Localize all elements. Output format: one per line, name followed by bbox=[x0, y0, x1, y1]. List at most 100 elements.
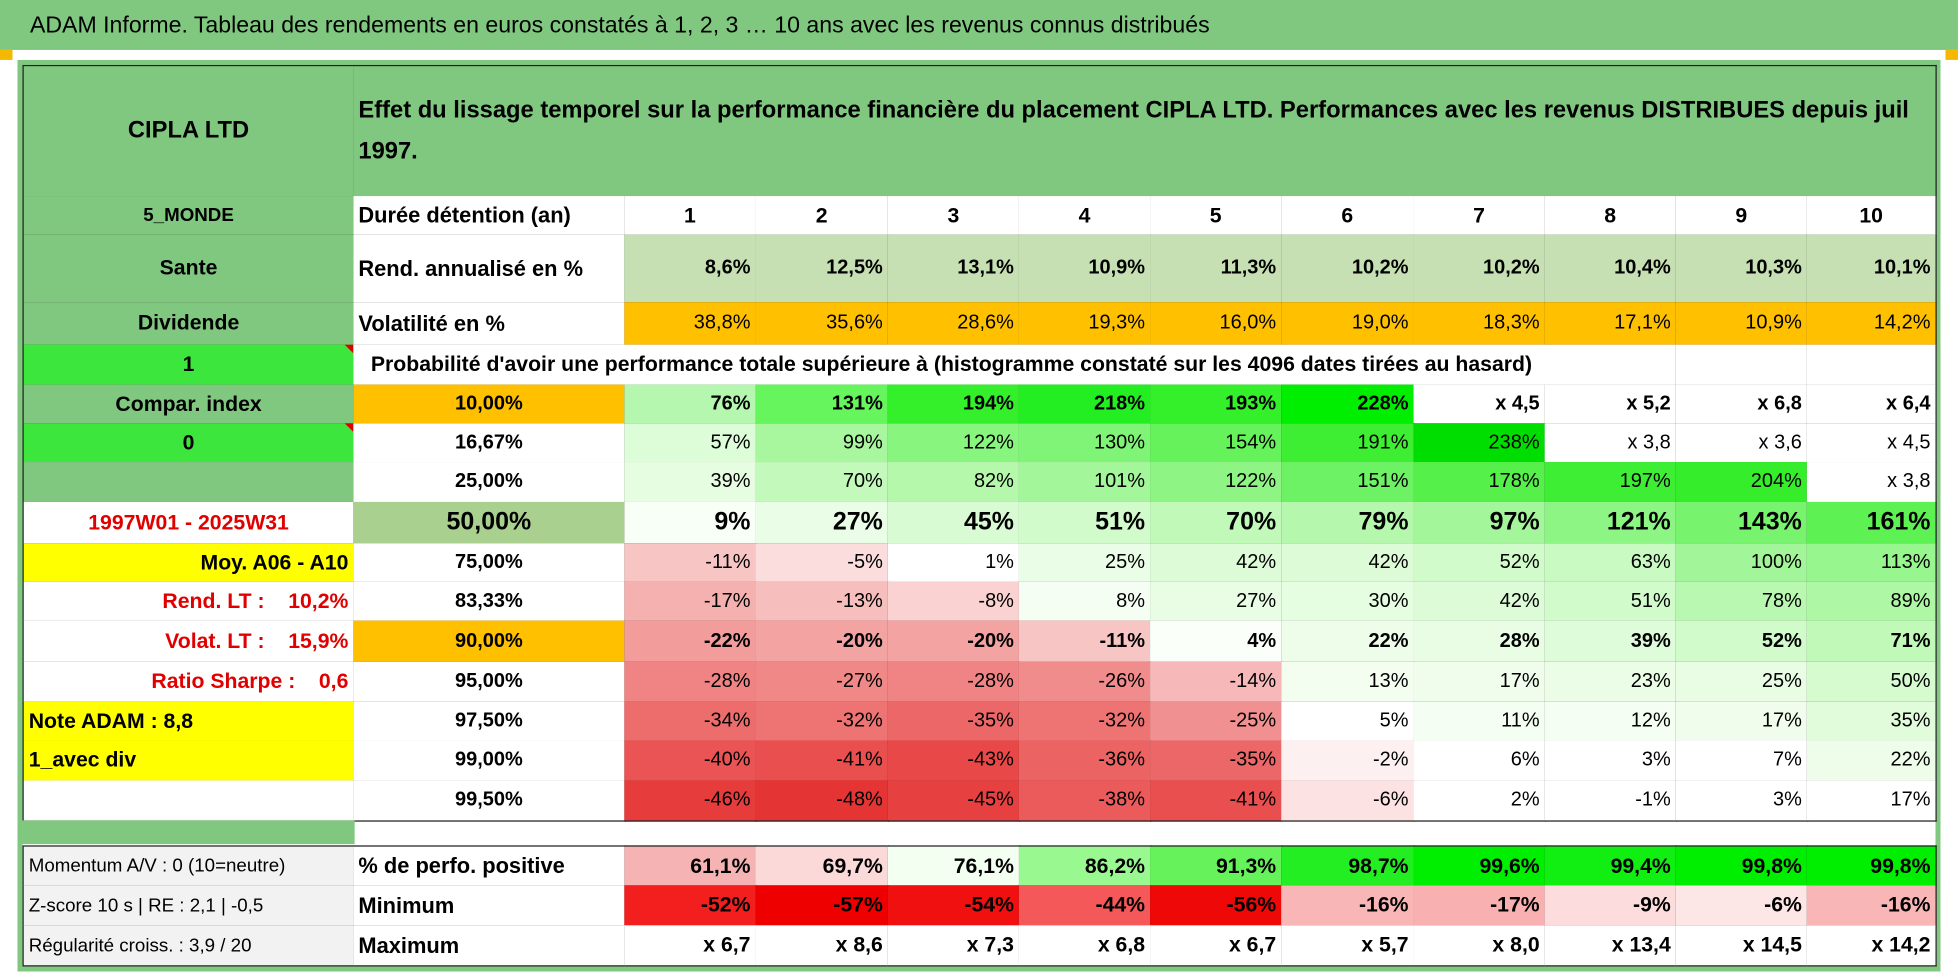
value-cell: -52% bbox=[624, 885, 757, 927]
row-side-label: 1 bbox=[22, 344, 355, 386]
value-cell: 28,6% bbox=[887, 302, 1021, 346]
value-cell: 52% bbox=[1413, 543, 1546, 584]
value-cell: -22% bbox=[624, 620, 757, 664]
row-side-label: 5_MONDE bbox=[22, 196, 355, 237]
value-cell: -38% bbox=[1018, 780, 1152, 822]
value-cell: 22% bbox=[1281, 620, 1415, 664]
value-cell: x 3,8 bbox=[1544, 423, 1678, 464]
report-title: ADAM Informe. Tableau des rendements en … bbox=[0, 0, 1958, 50]
value-cell: 12,5% bbox=[755, 234, 890, 304]
value-cell: -32% bbox=[1018, 701, 1152, 742]
value-cell: 178% bbox=[1413, 462, 1546, 504]
value-cell: -27% bbox=[755, 661, 890, 704]
value-cell: 42% bbox=[1281, 543, 1415, 584]
value-cell: x 8,0 bbox=[1413, 925, 1546, 967]
value-cell: 69,7% bbox=[755, 845, 890, 887]
value-cell: x 7,3 bbox=[887, 925, 1021, 967]
value-cell: -28% bbox=[887, 661, 1021, 704]
value-cell: -20% bbox=[755, 620, 890, 664]
value-cell: 13,1% bbox=[887, 234, 1021, 304]
section-text: Probabilité d'avoir une performance tota… bbox=[353, 344, 1678, 386]
value-cell: -45% bbox=[887, 780, 1021, 822]
value-cell: 143% bbox=[1675, 501, 1809, 545]
row-label: Rend. annualisé en % bbox=[353, 234, 626, 304]
column-header: 1 bbox=[624, 196, 757, 237]
column-header: 4 bbox=[1018, 196, 1152, 237]
description: Effet du lissage temporel sur la perform… bbox=[353, 64, 1937, 198]
value-cell: 5% bbox=[1281, 701, 1415, 742]
value-cell: -6% bbox=[1675, 885, 1809, 927]
column-header: 10 bbox=[1806, 196, 1937, 237]
value-cell: -28% bbox=[624, 661, 757, 704]
row-side-label bbox=[22, 462, 355, 504]
value-cell: 10,2% bbox=[1281, 234, 1415, 304]
value-cell: 61,1% bbox=[624, 845, 757, 887]
value-cell: -48% bbox=[755, 780, 890, 822]
value-cell: 18,3% bbox=[1413, 302, 1546, 346]
value-cell: -46% bbox=[624, 780, 757, 822]
row-side-label: Z-score 10 s | RE : 2,1 | -0,5 bbox=[22, 885, 355, 927]
value-cell: 42% bbox=[1413, 581, 1546, 622]
value-cell: -32% bbox=[755, 701, 890, 742]
value-cell: x 6,8 bbox=[1675, 384, 1809, 425]
value-cell: -40% bbox=[624, 740, 757, 782]
value-cell: -36% bbox=[1018, 740, 1152, 782]
value-cell: 4% bbox=[1150, 620, 1283, 664]
row-label: 99,00% bbox=[353, 740, 626, 782]
row-label: Durée détention (an) bbox=[353, 196, 626, 237]
value-cell: 197% bbox=[1544, 462, 1678, 504]
row-label: % de perfo. positive bbox=[353, 845, 626, 887]
value-cell: 17,1% bbox=[1544, 302, 1678, 346]
value-cell: -17% bbox=[1413, 885, 1546, 927]
column-header: 7 bbox=[1413, 196, 1546, 237]
value-cell: x 6,7 bbox=[624, 925, 757, 967]
value-cell: 228% bbox=[1281, 384, 1415, 425]
column-header: 3 bbox=[887, 196, 1021, 237]
value-cell: -20% bbox=[887, 620, 1021, 664]
value-cell: 86,2% bbox=[1018, 845, 1152, 887]
value-cell: 27% bbox=[1150, 581, 1283, 622]
value-cell: 6% bbox=[1413, 740, 1546, 782]
value-cell: 39% bbox=[1544, 620, 1678, 664]
row-label: 10,00% bbox=[353, 384, 626, 425]
value-cell: 97% bbox=[1413, 501, 1546, 545]
value-cell: 99,8% bbox=[1806, 845, 1937, 887]
value-cell: 38,8% bbox=[624, 302, 757, 346]
value-cell: x 3,6 bbox=[1675, 423, 1809, 464]
value-cell: 191% bbox=[1281, 423, 1415, 464]
value-cell: -2% bbox=[1281, 740, 1415, 782]
value-cell: 27% bbox=[755, 501, 890, 545]
value-cell: 45% bbox=[887, 501, 1021, 545]
value-cell: 11,3% bbox=[1150, 234, 1283, 304]
value-cell: 17% bbox=[1413, 661, 1546, 704]
value-cell: 193% bbox=[1150, 384, 1283, 425]
value-cell: 17% bbox=[1806, 780, 1937, 822]
row-label: 75,00% bbox=[353, 543, 626, 584]
value-cell: 130% bbox=[1018, 423, 1152, 464]
table-frame bbox=[17, 59, 1941, 972]
row-label: Volatilité en % bbox=[353, 302, 626, 346]
value-cell: 16,0% bbox=[1150, 302, 1283, 346]
row-label: Maximum bbox=[353, 925, 626, 967]
value-cell: 10,4% bbox=[1544, 234, 1678, 304]
value-cell: 194% bbox=[887, 384, 1021, 425]
value-cell: 71% bbox=[1806, 620, 1937, 664]
value-cell: 19,0% bbox=[1281, 302, 1415, 346]
asset-name: CIPLA LTD bbox=[22, 64, 355, 198]
value-cell: 19,3% bbox=[1018, 302, 1152, 346]
value-cell: 122% bbox=[887, 423, 1021, 464]
value-cell: 99,6% bbox=[1413, 845, 1546, 887]
value-cell: 131% bbox=[755, 384, 890, 425]
value-cell: -8% bbox=[887, 581, 1021, 622]
value-cell: -41% bbox=[755, 740, 890, 782]
value-cell: 204% bbox=[1675, 462, 1809, 504]
column-header: 6 bbox=[1281, 196, 1415, 237]
value-cell: -17% bbox=[624, 581, 757, 622]
value-cell: 10,2% bbox=[1413, 234, 1546, 304]
value-cell: x 4,5 bbox=[1806, 423, 1937, 464]
value-cell: -34% bbox=[624, 701, 757, 742]
value-cell: 76,1% bbox=[887, 845, 1021, 887]
row-label: 97,50% bbox=[353, 701, 626, 742]
value-cell: -26% bbox=[1018, 661, 1152, 704]
